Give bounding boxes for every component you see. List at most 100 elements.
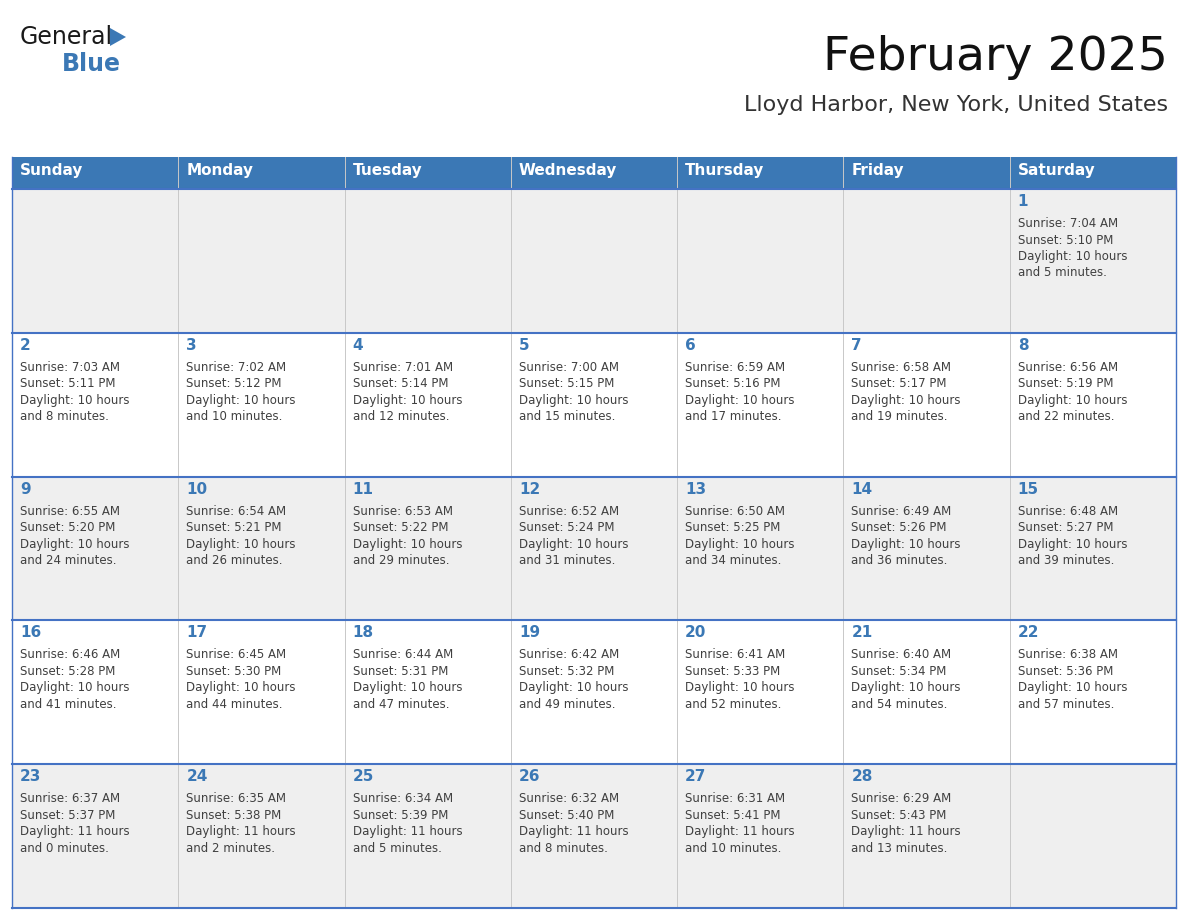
Text: 21: 21 xyxy=(852,625,873,641)
Text: Sunrise: 6:53 AM
Sunset: 5:22 PM
Daylight: 10 hours
and 29 minutes.: Sunrise: 6:53 AM Sunset: 5:22 PM Dayligh… xyxy=(353,505,462,567)
Bar xyxy=(677,333,843,476)
Text: 17: 17 xyxy=(187,625,208,641)
Bar xyxy=(511,764,677,908)
Text: 26: 26 xyxy=(519,769,541,784)
Bar xyxy=(345,333,511,476)
Text: Sunrise: 6:32 AM
Sunset: 5:40 PM
Daylight: 11 hours
and 8 minutes.: Sunrise: 6:32 AM Sunset: 5:40 PM Dayligh… xyxy=(519,792,628,855)
Bar xyxy=(511,333,677,476)
Bar xyxy=(12,764,178,908)
Text: Sunrise: 6:45 AM
Sunset: 5:30 PM
Daylight: 10 hours
and 44 minutes.: Sunrise: 6:45 AM Sunset: 5:30 PM Dayligh… xyxy=(187,648,296,711)
Text: 7: 7 xyxy=(852,338,862,353)
Text: 24: 24 xyxy=(187,769,208,784)
Text: Sunrise: 6:37 AM
Sunset: 5:37 PM
Daylight: 11 hours
and 0 minutes.: Sunrise: 6:37 AM Sunset: 5:37 PM Dayligh… xyxy=(20,792,129,855)
Text: 14: 14 xyxy=(852,482,872,497)
Text: 4: 4 xyxy=(353,338,364,353)
Text: Blue: Blue xyxy=(62,52,121,76)
Text: Sunrise: 6:50 AM
Sunset: 5:25 PM
Daylight: 10 hours
and 34 minutes.: Sunrise: 6:50 AM Sunset: 5:25 PM Dayligh… xyxy=(685,505,795,567)
Text: Saturday: Saturday xyxy=(1018,163,1095,178)
Bar xyxy=(12,476,178,621)
Text: Sunrise: 6:31 AM
Sunset: 5:41 PM
Daylight: 11 hours
and 10 minutes.: Sunrise: 6:31 AM Sunset: 5:41 PM Dayligh… xyxy=(685,792,795,855)
Bar xyxy=(843,333,1010,476)
Bar xyxy=(677,157,843,189)
Text: 12: 12 xyxy=(519,482,541,497)
Bar xyxy=(12,333,178,476)
Text: Sunrise: 6:48 AM
Sunset: 5:27 PM
Daylight: 10 hours
and 39 minutes.: Sunrise: 6:48 AM Sunset: 5:27 PM Dayligh… xyxy=(1018,505,1127,567)
Text: Thursday: Thursday xyxy=(685,163,765,178)
Bar xyxy=(178,333,345,476)
Bar xyxy=(178,189,345,333)
Bar xyxy=(843,157,1010,189)
Text: 22: 22 xyxy=(1018,625,1040,641)
Polygon shape xyxy=(110,28,126,46)
Text: 20: 20 xyxy=(685,625,707,641)
Text: Sunrise: 6:59 AM
Sunset: 5:16 PM
Daylight: 10 hours
and 17 minutes.: Sunrise: 6:59 AM Sunset: 5:16 PM Dayligh… xyxy=(685,361,795,423)
Text: 6: 6 xyxy=(685,338,696,353)
Bar xyxy=(677,621,843,764)
Text: General: General xyxy=(20,25,113,49)
Text: 13: 13 xyxy=(685,482,707,497)
Bar xyxy=(511,621,677,764)
Text: 16: 16 xyxy=(20,625,42,641)
Text: 8: 8 xyxy=(1018,338,1029,353)
Text: February 2025: February 2025 xyxy=(823,35,1168,80)
Text: Sunrise: 6:54 AM
Sunset: 5:21 PM
Daylight: 10 hours
and 26 minutes.: Sunrise: 6:54 AM Sunset: 5:21 PM Dayligh… xyxy=(187,505,296,567)
Bar xyxy=(12,621,178,764)
Text: Sunrise: 7:01 AM
Sunset: 5:14 PM
Daylight: 10 hours
and 12 minutes.: Sunrise: 7:01 AM Sunset: 5:14 PM Dayligh… xyxy=(353,361,462,423)
Text: Sunrise: 6:35 AM
Sunset: 5:38 PM
Daylight: 11 hours
and 2 minutes.: Sunrise: 6:35 AM Sunset: 5:38 PM Dayligh… xyxy=(187,792,296,855)
Bar xyxy=(511,476,677,621)
Text: 18: 18 xyxy=(353,625,374,641)
Text: Sunday: Sunday xyxy=(20,163,83,178)
Bar xyxy=(1010,189,1176,333)
Bar xyxy=(1010,476,1176,621)
Bar xyxy=(511,189,677,333)
Text: Sunrise: 6:49 AM
Sunset: 5:26 PM
Daylight: 10 hours
and 36 minutes.: Sunrise: 6:49 AM Sunset: 5:26 PM Dayligh… xyxy=(852,505,961,567)
Text: 23: 23 xyxy=(20,769,42,784)
Text: Tuesday: Tuesday xyxy=(353,163,422,178)
Text: 11: 11 xyxy=(353,482,373,497)
Text: Sunrise: 6:46 AM
Sunset: 5:28 PM
Daylight: 10 hours
and 41 minutes.: Sunrise: 6:46 AM Sunset: 5:28 PM Dayligh… xyxy=(20,648,129,711)
Text: 19: 19 xyxy=(519,625,541,641)
Bar xyxy=(345,764,511,908)
Text: Sunrise: 7:03 AM
Sunset: 5:11 PM
Daylight: 10 hours
and 8 minutes.: Sunrise: 7:03 AM Sunset: 5:11 PM Dayligh… xyxy=(20,361,129,423)
Bar xyxy=(843,764,1010,908)
Text: Sunrise: 7:02 AM
Sunset: 5:12 PM
Daylight: 10 hours
and 10 minutes.: Sunrise: 7:02 AM Sunset: 5:12 PM Dayligh… xyxy=(187,361,296,423)
Text: Sunrise: 6:52 AM
Sunset: 5:24 PM
Daylight: 10 hours
and 31 minutes.: Sunrise: 6:52 AM Sunset: 5:24 PM Dayligh… xyxy=(519,505,628,567)
Bar xyxy=(345,157,511,189)
Bar xyxy=(843,621,1010,764)
Text: 3: 3 xyxy=(187,338,197,353)
Text: 25: 25 xyxy=(353,769,374,784)
Text: Sunrise: 6:38 AM
Sunset: 5:36 PM
Daylight: 10 hours
and 57 minutes.: Sunrise: 6:38 AM Sunset: 5:36 PM Dayligh… xyxy=(1018,648,1127,711)
Text: 10: 10 xyxy=(187,482,208,497)
Text: 27: 27 xyxy=(685,769,707,784)
Text: Friday: Friday xyxy=(852,163,904,178)
Bar xyxy=(12,157,178,189)
Text: Sunrise: 6:58 AM
Sunset: 5:17 PM
Daylight: 10 hours
and 19 minutes.: Sunrise: 6:58 AM Sunset: 5:17 PM Dayligh… xyxy=(852,361,961,423)
Text: Wednesday: Wednesday xyxy=(519,163,618,178)
Bar xyxy=(677,764,843,908)
Text: 2: 2 xyxy=(20,338,31,353)
Text: Sunrise: 7:04 AM
Sunset: 5:10 PM
Daylight: 10 hours
and 5 minutes.: Sunrise: 7:04 AM Sunset: 5:10 PM Dayligh… xyxy=(1018,217,1127,279)
Bar xyxy=(345,621,511,764)
Bar xyxy=(1010,157,1176,189)
Text: Sunrise: 6:40 AM
Sunset: 5:34 PM
Daylight: 10 hours
and 54 minutes.: Sunrise: 6:40 AM Sunset: 5:34 PM Dayligh… xyxy=(852,648,961,711)
Bar xyxy=(677,476,843,621)
Bar xyxy=(511,157,677,189)
Text: Sunrise: 6:55 AM
Sunset: 5:20 PM
Daylight: 10 hours
and 24 minutes.: Sunrise: 6:55 AM Sunset: 5:20 PM Dayligh… xyxy=(20,505,129,567)
Bar xyxy=(178,157,345,189)
Bar xyxy=(178,476,345,621)
Bar xyxy=(12,189,178,333)
Text: Sunrise: 6:42 AM
Sunset: 5:32 PM
Daylight: 10 hours
and 49 minutes.: Sunrise: 6:42 AM Sunset: 5:32 PM Dayligh… xyxy=(519,648,628,711)
Bar xyxy=(178,621,345,764)
Bar xyxy=(843,189,1010,333)
Bar xyxy=(178,764,345,908)
Text: Sunrise: 6:44 AM
Sunset: 5:31 PM
Daylight: 10 hours
and 47 minutes.: Sunrise: 6:44 AM Sunset: 5:31 PM Dayligh… xyxy=(353,648,462,711)
Text: Monday: Monday xyxy=(187,163,253,178)
Bar xyxy=(843,476,1010,621)
Text: Lloyd Harbor, New York, United States: Lloyd Harbor, New York, United States xyxy=(744,95,1168,115)
Bar xyxy=(1010,333,1176,476)
Text: Sunrise: 6:41 AM
Sunset: 5:33 PM
Daylight: 10 hours
and 52 minutes.: Sunrise: 6:41 AM Sunset: 5:33 PM Dayligh… xyxy=(685,648,795,711)
Text: Sunrise: 6:29 AM
Sunset: 5:43 PM
Daylight: 11 hours
and 13 minutes.: Sunrise: 6:29 AM Sunset: 5:43 PM Dayligh… xyxy=(852,792,961,855)
Text: Sunrise: 6:34 AM
Sunset: 5:39 PM
Daylight: 11 hours
and 5 minutes.: Sunrise: 6:34 AM Sunset: 5:39 PM Dayligh… xyxy=(353,792,462,855)
Bar xyxy=(677,189,843,333)
Text: Sunrise: 7:00 AM
Sunset: 5:15 PM
Daylight: 10 hours
and 15 minutes.: Sunrise: 7:00 AM Sunset: 5:15 PM Dayligh… xyxy=(519,361,628,423)
